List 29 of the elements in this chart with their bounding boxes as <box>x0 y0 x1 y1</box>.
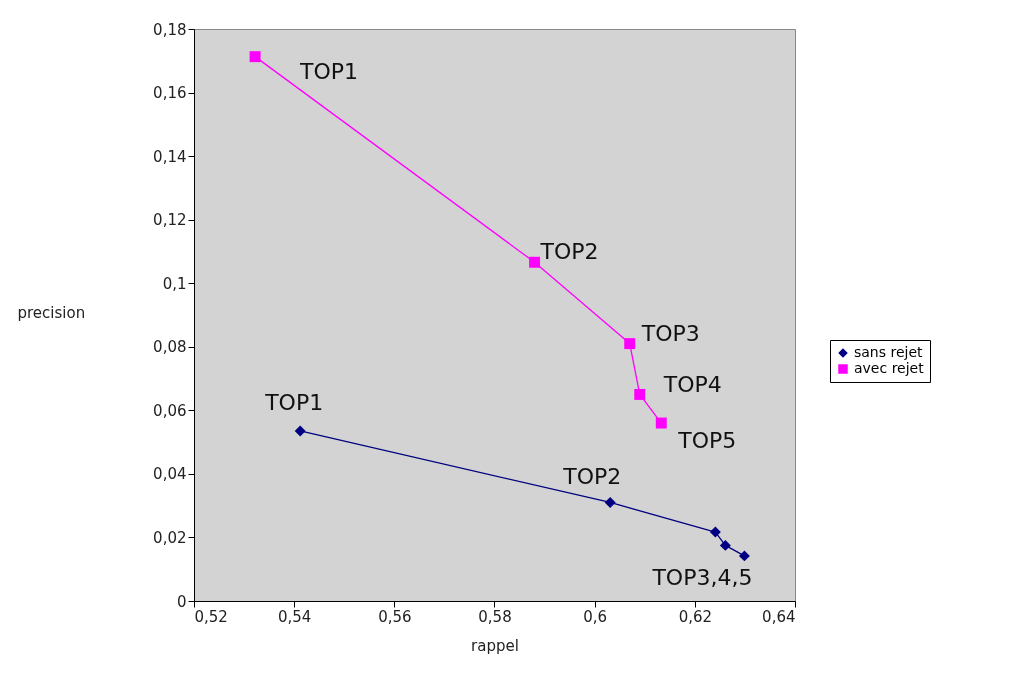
x-tick-label: 0,6 <box>583 607 608 626</box>
x-tick-label: 0,54 <box>277 607 312 626</box>
x-tick-label: 0,62 <box>678 607 713 626</box>
y-tick-label: 0 <box>176 592 187 611</box>
y-tick-label: 0,1 <box>162 274 187 293</box>
y-tick-label: 0,16 <box>153 84 187 103</box>
y-tick-label: 0,06 <box>153 401 187 420</box>
x-tick-label: 0,64 <box>762 607 796 626</box>
x-tick-label: 0,52 <box>194 607 228 626</box>
annotation: TOP3 <box>640 320 700 346</box>
annotation: TOP1 <box>299 58 359 84</box>
annotation: TOP2 <box>539 239 599 265</box>
y-tick-label: 0,08 <box>153 338 187 357</box>
legend-label: sans rejet <box>854 344 924 360</box>
y-tick-label: 0,18 <box>153 20 187 39</box>
annotation: TOP3,4,5 <box>651 564 753 590</box>
annotation: TOP1 <box>264 389 324 415</box>
y-axis-title: precision <box>17 303 86 322</box>
x-tick-label: 0,56 <box>378 607 412 626</box>
y-tick-label: 0,02 <box>153 528 187 547</box>
annotation: TOP5 <box>677 428 737 454</box>
annotation: TOP2 <box>562 464 622 490</box>
annotation: TOP4 <box>662 372 722 398</box>
x-axis-title: rappel <box>471 636 519 655</box>
y-tick-label: 0,04 <box>153 465 187 484</box>
y-tick-label: 0,12 <box>153 211 187 230</box>
y-tick-label: 0,14 <box>153 147 187 166</box>
x-tick-label: 0,58 <box>478 607 512 626</box>
legend-label: avec rejet <box>854 360 925 376</box>
